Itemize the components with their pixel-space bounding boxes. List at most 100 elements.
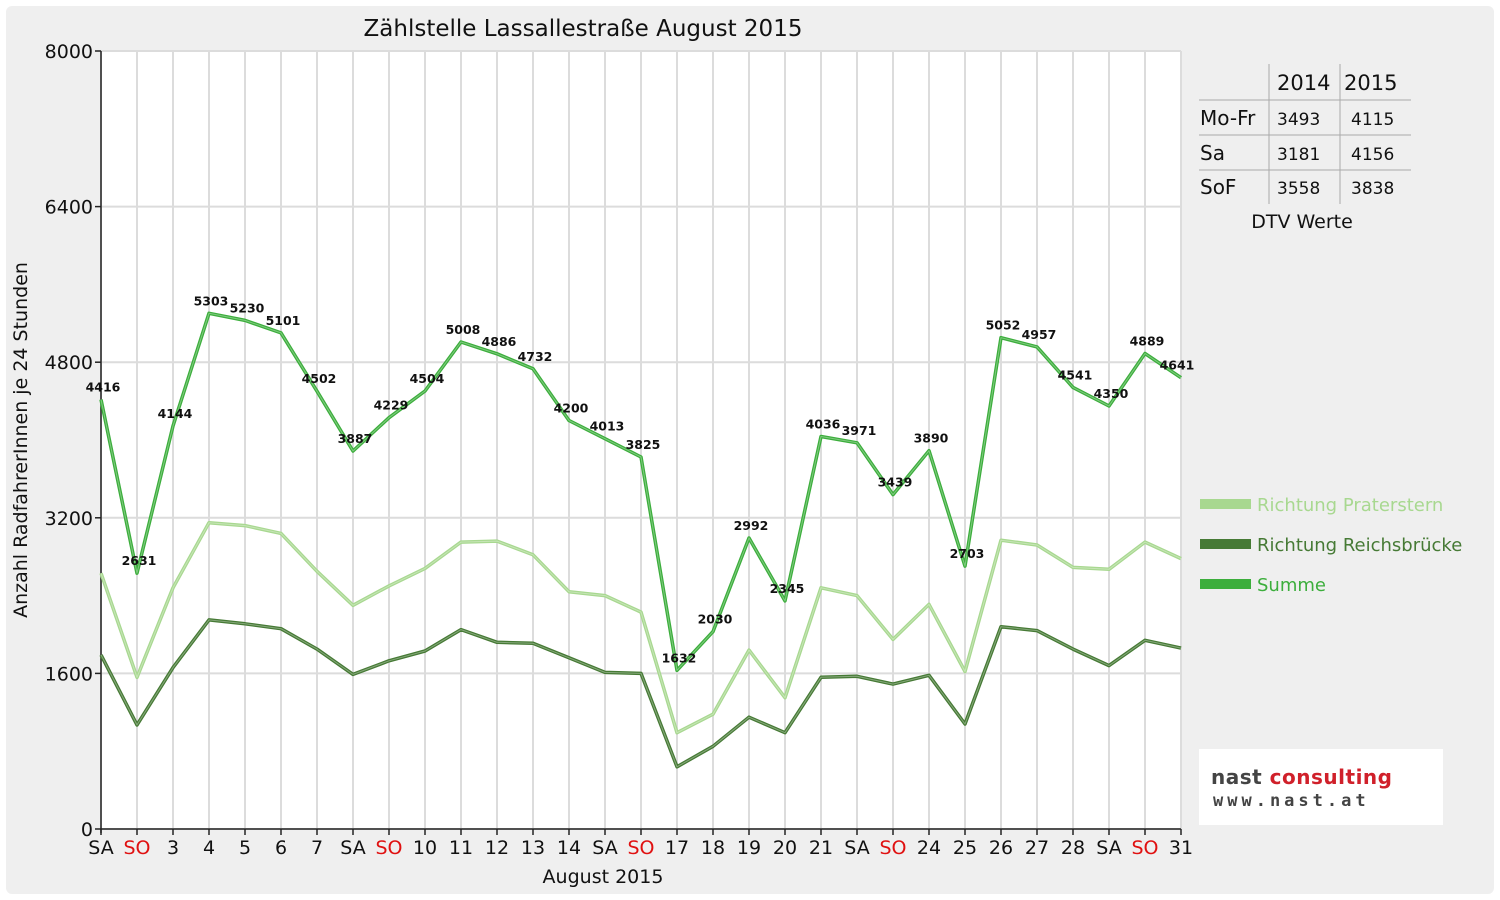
- dtv-cell: 3558: [1277, 179, 1320, 199]
- x-tick-label: 11: [449, 837, 473, 859]
- data-label: 4641: [1160, 358, 1195, 373]
- data-label: 3439: [878, 475, 913, 490]
- x-tick-label: SO: [1131, 837, 1158, 859]
- dtv-row-label: Mo-Fr: [1200, 106, 1256, 130]
- data-label: 5101: [266, 313, 301, 328]
- x-tick-label: 27: [1025, 837, 1049, 859]
- data-label: 3887: [338, 431, 373, 446]
- data-label: 2631: [122, 553, 157, 568]
- data-label: 4541: [1058, 367, 1093, 382]
- x-tick-label: 7: [311, 837, 323, 859]
- series-line-highlight-2: [100, 312, 1182, 671]
- legend-entry: Richtung Reichsbrücke: [1257, 535, 1462, 556]
- x-tick-label: SA: [844, 837, 869, 859]
- x-tick-label: 6: [275, 837, 287, 859]
- series-line-2: [99, 311, 1182, 673]
- data-label: 5052: [986, 318, 1021, 333]
- dtv-row-label: SoF: [1200, 175, 1236, 199]
- x-tick-label: SO: [879, 837, 906, 859]
- y-axis-label: Anzahl RadfahrerInnen je 24 Stunden: [10, 262, 32, 618]
- data-label: 4144: [158, 406, 193, 421]
- y-tick-label: 3200: [45, 508, 93, 530]
- nast-consulting-logo: nast consulting www.nast.at: [1199, 749, 1443, 825]
- data-label: 5230: [230, 300, 265, 315]
- legend-swatch: [1200, 579, 1251, 589]
- x-tick-label: 28: [1061, 837, 1085, 859]
- x-tick-label: SO: [375, 837, 402, 859]
- data-label: 3971: [842, 423, 877, 438]
- legend-swatch: [1200, 539, 1251, 549]
- x-tick-label: 21: [809, 837, 833, 859]
- x-tick-label: SA: [1096, 837, 1121, 859]
- legend-entry: Summe: [1257, 575, 1326, 596]
- data-label: 2703: [950, 546, 985, 561]
- logo-name-part1: nast: [1211, 765, 1270, 789]
- x-tick-label: 12: [485, 837, 509, 859]
- dtv-cell: 3181: [1277, 145, 1320, 165]
- data-label: 2992: [734, 518, 769, 533]
- data-label: 4957: [1022, 327, 1057, 342]
- y-tick-label: 8000: [45, 41, 93, 63]
- series-line-0: [99, 520, 1182, 735]
- series-line-highlight-1: [100, 619, 1182, 768]
- x-tick-label: 24: [917, 837, 941, 859]
- dtv-cell: 3493: [1277, 110, 1320, 130]
- x-tick-label: SO: [123, 837, 150, 859]
- dtv-header-2014: 2014: [1277, 71, 1330, 95]
- grid: [100, 50, 1182, 830]
- x-tick-label: SA: [592, 837, 617, 859]
- logo-name-part2: consulting: [1269, 765, 1393, 789]
- y-tick-label: 4800: [45, 352, 93, 374]
- legend-entry: Richtung Praterstern: [1257, 495, 1443, 516]
- tick-labels: 0 1600 3200 4800 6400 8000 SA SO 3 4 5 6 7 SA SO 10 11 12…: [45, 41, 1193, 859]
- x-tick-label: 26: [989, 837, 1013, 859]
- data-label: 1632: [662, 650, 697, 665]
- data-label: 3825: [626, 437, 661, 452]
- logo-url: www.nast.at: [1213, 791, 1370, 811]
- data-label: 3890: [914, 431, 949, 446]
- logo-name: nast consulting: [1211, 765, 1392, 789]
- x-tick-label: 5: [239, 837, 251, 859]
- x-tick-label: 4: [203, 837, 215, 859]
- x-tick-label: 3: [167, 837, 179, 859]
- axes: [95, 50, 1182, 835]
- dtv-table: 2014 2015 Mo-Fr 3493 4115 Sa 3181 4156 S…: [1199, 64, 1411, 233]
- legend: Richtung Praterstern Richtung Reichsbrück…: [1200, 495, 1462, 596]
- series-line-1: [99, 618, 1182, 769]
- x-tick-label: 17: [665, 837, 689, 859]
- data-label: 5008: [446, 322, 481, 337]
- x-tick-label: SA: [88, 837, 113, 859]
- x-tick-label: 13: [521, 837, 545, 859]
- dtv-cell: 4115: [1351, 110, 1394, 130]
- data-label: 4732: [518, 349, 553, 364]
- y-tick-label: 0: [81, 819, 93, 841]
- x-axis-label: August 2015: [543, 866, 664, 888]
- legend-swatch: [1200, 499, 1251, 509]
- x-tick-label: 31: [1169, 837, 1193, 859]
- x-tick-label: 18: [701, 837, 725, 859]
- x-tick-label: 25: [953, 837, 977, 859]
- y-tick-label: 6400: [45, 197, 93, 219]
- data-label: 4013: [590, 419, 625, 434]
- dtv-cell: 4156: [1351, 145, 1394, 165]
- chart-title: Zählstelle Lassallestraße August 2015: [364, 16, 803, 42]
- x-tick-label: SA: [340, 837, 365, 859]
- data-label: 4886: [482, 334, 517, 349]
- data-label: 4036: [806, 416, 841, 431]
- series-line-highlight-0: [100, 522, 1182, 734]
- data-label: 4350: [1094, 386, 1129, 401]
- dtv-header-2015: 2015: [1344, 71, 1397, 95]
- data-label: 5303: [194, 293, 229, 308]
- data-label: 4889: [1130, 334, 1165, 349]
- data-label: 4502: [302, 371, 337, 386]
- data-label: 4200: [554, 401, 589, 416]
- data-label: 4504: [410, 371, 445, 386]
- data-label: 4416: [86, 380, 121, 395]
- x-tick-label: 20: [773, 837, 797, 859]
- x-tick-label: 10: [413, 837, 437, 859]
- x-tick-label: 19: [737, 837, 761, 859]
- data-label: 2030: [698, 612, 733, 627]
- data-label: 2345: [770, 581, 805, 596]
